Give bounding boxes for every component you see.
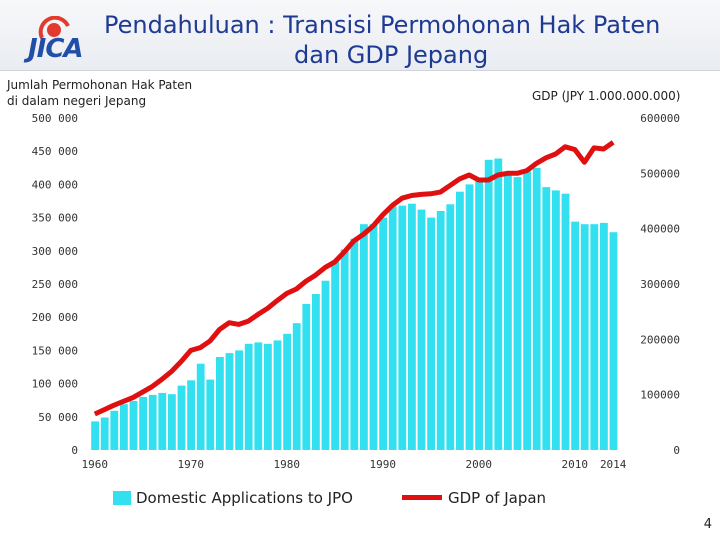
left-tick-label: 200 000 [32,311,78,324]
bar-2003 [504,172,512,450]
bar-1989 [370,224,378,450]
bar-1962 [110,411,118,450]
left-tick-label: 100 000 [32,378,78,391]
bar-1975 [235,350,243,450]
page-number: 4 [704,517,712,532]
left-tick-label: 300 000 [32,245,78,258]
legend-swatch-applications [113,491,131,505]
bar-1982 [302,304,310,450]
bar-1969 [178,386,186,450]
left-tick-label: 150 000 [32,344,78,357]
left-tick-label: 50 000 [38,411,78,424]
bar-1961 [101,418,109,451]
bar-1966 [149,395,157,450]
right-tick-label: 200000 [640,333,680,346]
bar-1971 [197,364,205,450]
bar-1999 [466,184,474,450]
x-tick-label: 2000 [466,458,493,471]
bar-1979 [274,340,282,450]
right-tick-label: 0 [673,444,680,457]
bar-1978 [264,344,272,450]
bar-2007 [542,187,550,450]
bar-2006 [533,168,541,450]
left-tick-label: 400 000 [32,178,78,191]
bar-2009 [562,194,570,450]
bar-1985 [331,261,339,450]
bar-1988 [360,224,368,450]
right-tick-label: 300000 [640,278,680,291]
bar-1987 [350,239,358,450]
legend-label-applications: Domestic Applications to JPO [136,489,353,507]
bar-1968 [168,394,176,450]
x-tick-label: 2010 [562,458,589,471]
bar-1970 [187,380,195,450]
bar-1991 [389,206,397,450]
x-tick-label: 1990 [370,458,397,471]
bar-1977 [254,342,262,450]
bar-2005 [523,169,531,450]
bar-1967 [158,393,166,450]
right-tick-label: 100000 [640,389,680,402]
bar-1984 [322,281,330,450]
bar-2010 [571,222,579,450]
bar-1995 [427,218,435,450]
bar-1964 [130,401,138,450]
bar-1965 [139,397,147,450]
bar-1998 [456,192,464,450]
legend-label-gdp: GDP of Japan [448,489,546,507]
bar-1960 [91,421,99,450]
bar-1983 [312,294,320,450]
bar-1981 [293,323,301,450]
bar-1997 [446,204,454,450]
bar-1996 [437,211,445,450]
bar-1976 [245,344,253,450]
bar-2008 [552,190,560,450]
bar-2012 [590,224,598,450]
left-tick-label: 350 000 [32,212,78,225]
bar-2002 [494,159,502,451]
bar-2000 [475,181,483,450]
bar-2011 [581,224,589,450]
right-tick-label: 400000 [640,223,680,236]
chart-plot: 0 50 000 100 000 150 000 200 000 250 000 300 0… [0,0,720,540]
right-tick-label: 500000 [640,167,680,180]
right-tick-label: 600000 [640,112,680,125]
x-tick-label: 1970 [178,458,205,471]
legend-swatch-gdp [402,495,442,500]
bar-1992 [398,206,406,450]
bar-1990 [379,218,387,450]
left-tick-label: 250 000 [32,278,78,291]
bar-2001 [485,160,493,450]
x-tick-label: 2014 [600,458,627,471]
bar-1980 [283,334,291,450]
bar-1986 [341,250,349,451]
left-tick-label: 450 000 [32,145,78,158]
bar-1973 [216,357,224,450]
x-tick-label: 1960 [82,458,109,471]
bar-1994 [418,210,426,450]
left-tick-label: 500 000 [32,112,78,125]
bar-1993 [408,204,416,450]
bar-1963 [120,404,128,450]
bar-2004 [514,177,522,450]
bar-2013 [600,223,608,450]
bar-2014 [610,232,618,450]
bar-1974 [226,353,234,450]
left-tick-label: 0 [71,444,78,457]
x-tick-label: 1980 [274,458,301,471]
bar-1972 [206,380,214,450]
